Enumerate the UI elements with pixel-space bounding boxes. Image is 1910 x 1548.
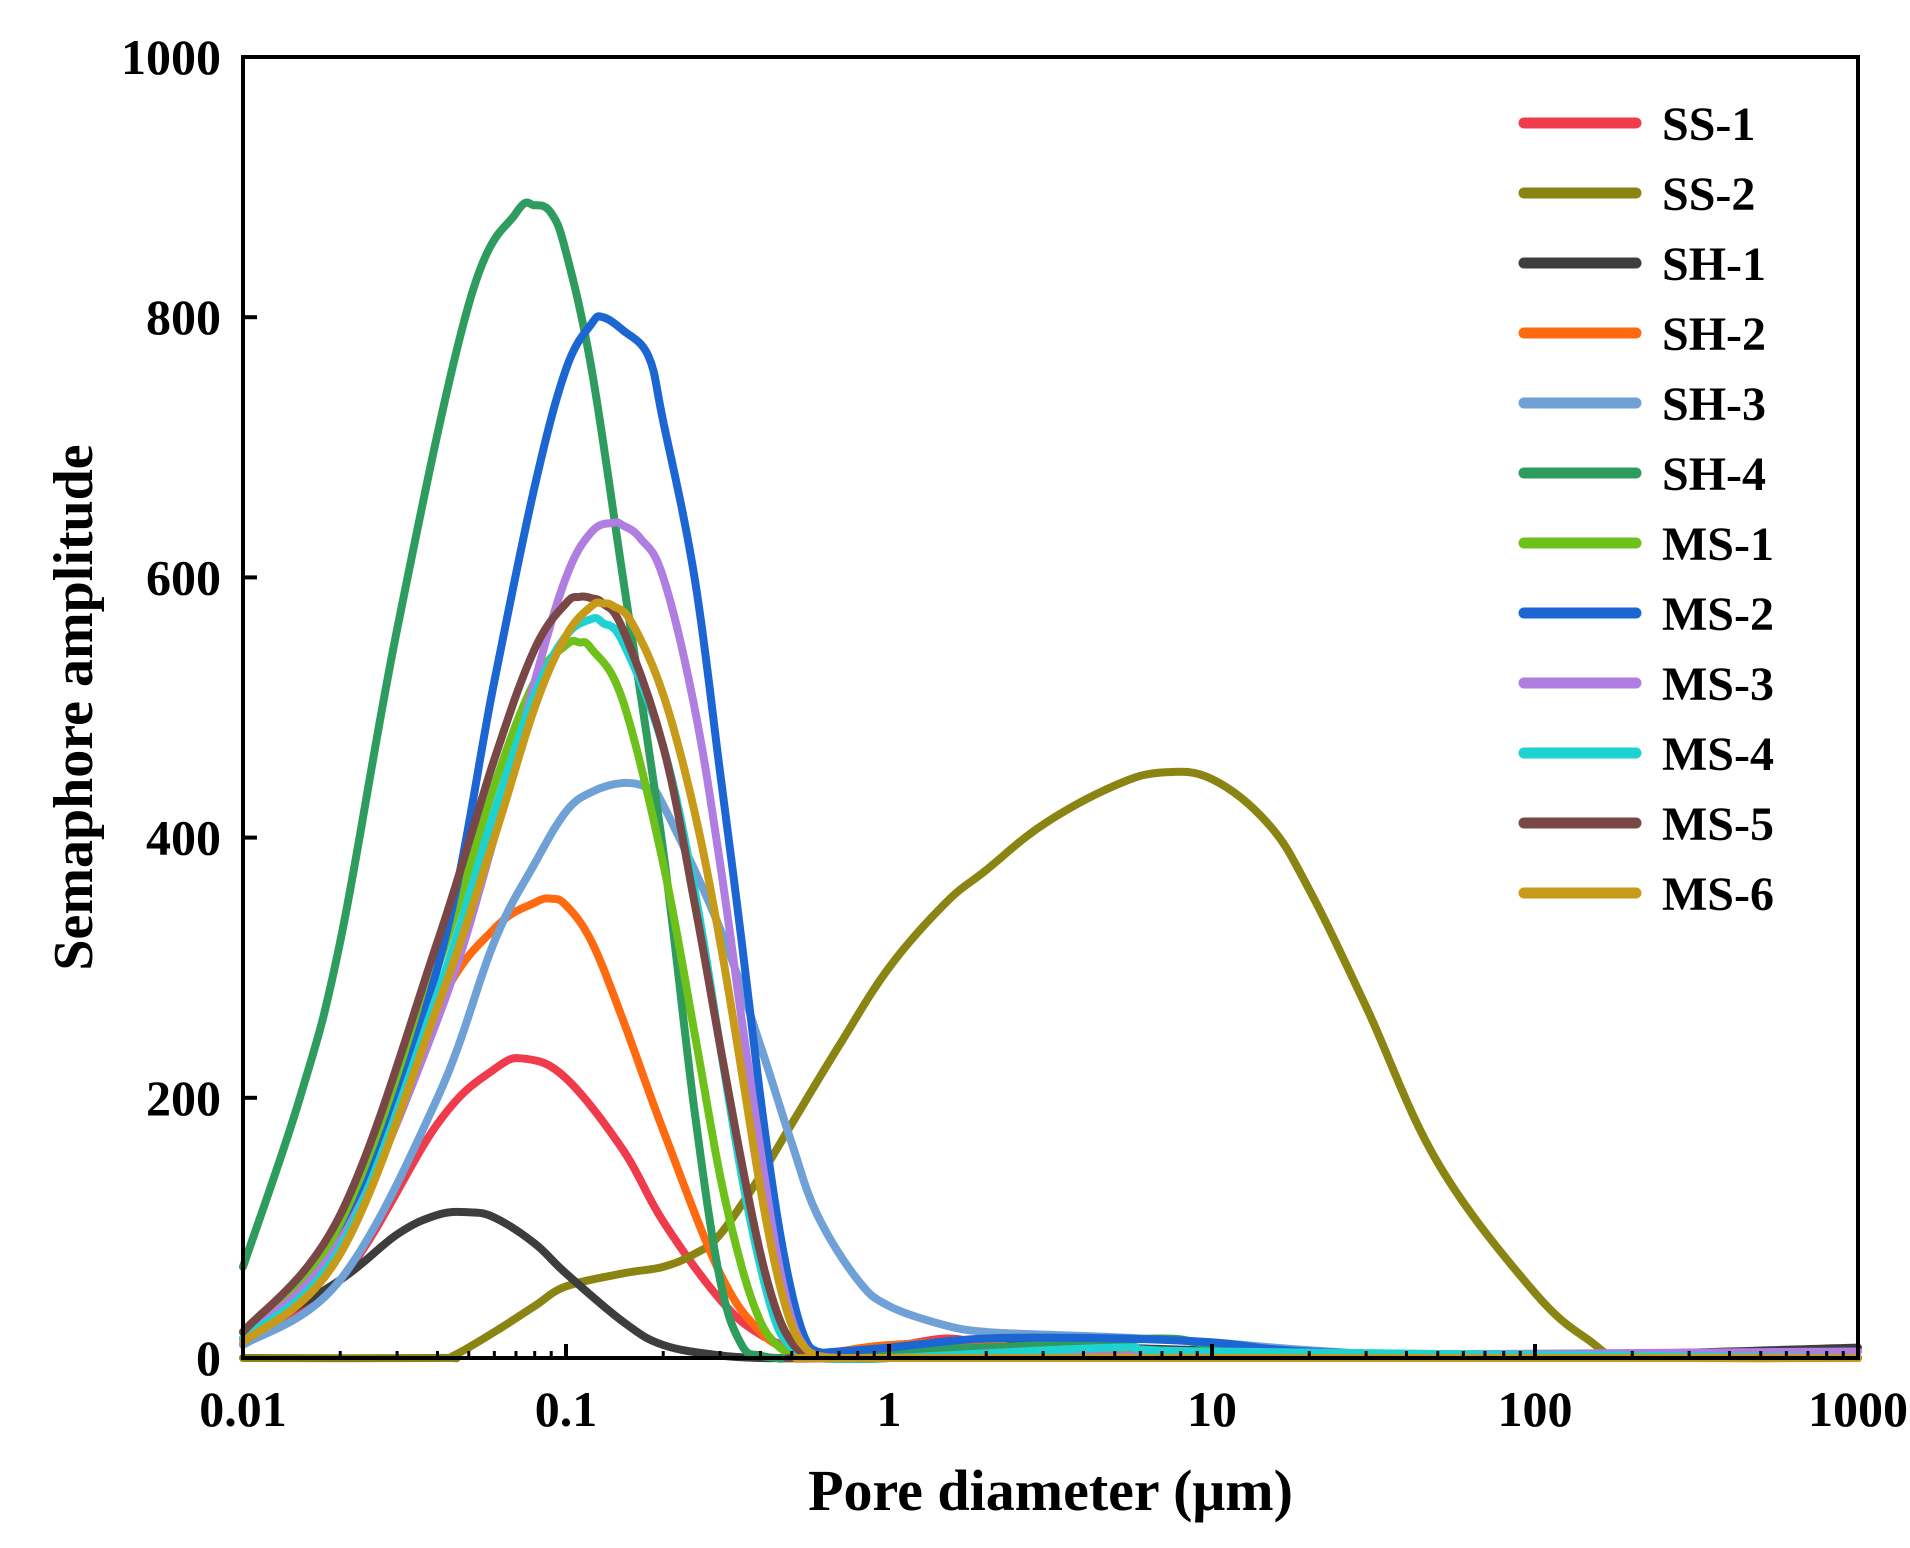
legend-label-ms-6: MS-6 <box>1662 868 1774 921</box>
x-axis-title: Pore diameter (μm) <box>808 1458 1293 1523</box>
axis-ticks: 0.01 0.1 1 10 100 1000 0 200 400 600 800 1000 <box>121 29 1908 1437</box>
legend-label-sh-2: SH-2 <box>1662 308 1766 361</box>
legend-label-ms-1: MS-1 <box>1662 518 1774 571</box>
x-tick-label: 1 <box>877 1381 902 1437</box>
legend-label-ss-2: SS-2 <box>1662 168 1755 221</box>
series-line-ms-2 <box>239 312 1862 1362</box>
x-tick-label: 100 <box>1498 1381 1573 1437</box>
legend-label-ms-3: MS-3 <box>1662 658 1774 711</box>
legend-label-sh-1: SH-1 <box>1662 238 1766 291</box>
y-tick-label: 200 <box>146 1070 221 1126</box>
y-tick-label: 800 <box>146 289 221 345</box>
y-tick-label: 600 <box>146 549 221 605</box>
y-tick-label: 1000 <box>121 29 221 85</box>
x-tick-label: 10 <box>1187 1381 1237 1437</box>
legend-label-sh-3: SH-3 <box>1662 378 1766 431</box>
y-axis-title: Semaphore amplitude <box>43 444 105 970</box>
legend-label-ms-5: MS-5 <box>1662 798 1774 851</box>
x-tick-label: 0.01 <box>199 1381 287 1437</box>
legend-label-ss-1: SS-1 <box>1662 98 1755 151</box>
plot-area-frame <box>241 55 1860 1360</box>
legend-label-ms-4: MS-4 <box>1662 728 1774 781</box>
x-tick-label: 1000 <box>1808 1381 1908 1437</box>
legend-label-ms-2: MS-2 <box>1662 588 1774 641</box>
legend: SS-1 SS-2 SH-1 SH-2 SH-3 SH-4 MS-1 MS-2 MS-3 MS-4… <box>1518 98 1774 921</box>
x-tick-label: 0.1 <box>535 1381 598 1437</box>
series-line-ss-2 <box>239 767 1862 1363</box>
legend-label-sh-4: SH-4 <box>1662 448 1766 501</box>
y-tick-label: 400 <box>146 810 221 866</box>
y-tick-label: 0 <box>196 1330 221 1386</box>
